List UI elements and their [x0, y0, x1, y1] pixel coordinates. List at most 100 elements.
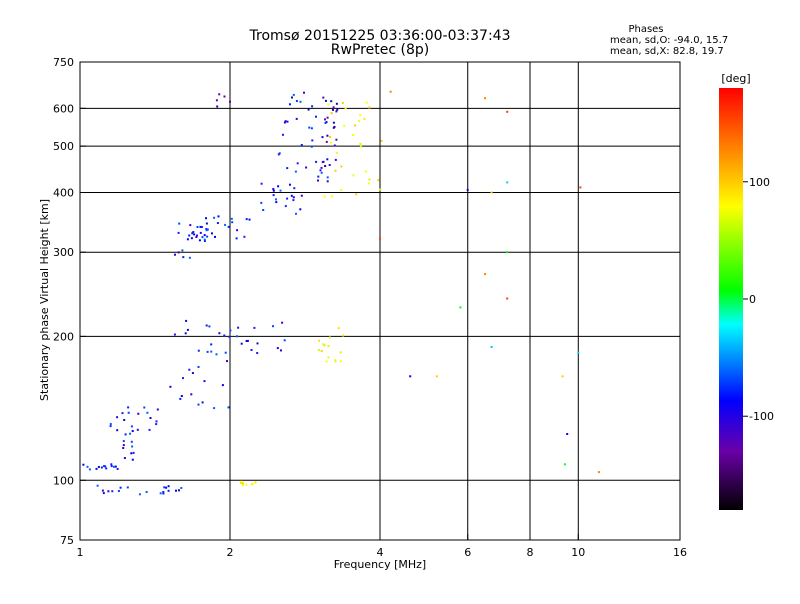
data-point — [111, 490, 114, 493]
data-point — [277, 185, 280, 188]
data-point — [190, 237, 193, 240]
data-point — [206, 228, 209, 231]
data-point — [322, 96, 325, 99]
data-point — [241, 482, 244, 485]
data-point — [167, 489, 170, 492]
data-point — [208, 325, 211, 328]
y-tick-label: 750 — [53, 56, 74, 69]
data-point — [163, 486, 166, 489]
data-point — [182, 256, 185, 259]
data-point — [201, 236, 204, 239]
data-point — [119, 486, 122, 489]
data-point — [260, 201, 263, 204]
data-point — [330, 100, 333, 103]
data-point — [272, 194, 275, 197]
data-point — [561, 375, 564, 378]
data-point — [327, 356, 330, 359]
data-point — [132, 451, 135, 454]
data-point — [280, 349, 282, 352]
data-point — [337, 327, 340, 330]
data-point — [303, 91, 305, 94]
data-point — [95, 467, 98, 470]
data-point — [218, 93, 221, 96]
data-point — [328, 336, 331, 339]
data-point — [318, 339, 320, 342]
data-point — [130, 425, 133, 428]
data-point — [286, 120, 289, 123]
data-point — [224, 223, 227, 226]
data-point — [116, 429, 119, 432]
data-point — [490, 346, 493, 348]
data-point — [281, 321, 284, 324]
data-point — [104, 465, 107, 468]
data-point — [340, 189, 343, 191]
data-point — [344, 107, 347, 110]
data-point — [123, 419, 126, 421]
data-point — [490, 191, 493, 194]
colorbar-ticks: 100 0 -100 — [743, 176, 774, 423]
data-point — [123, 457, 126, 459]
data-point — [339, 351, 342, 354]
data-point — [290, 194, 293, 197]
y-tick-label: 400 — [53, 186, 74, 199]
data-point — [192, 231, 195, 233]
data-point — [305, 166, 308, 169]
y-tick-label: 100 — [53, 474, 74, 487]
data-point — [245, 218, 248, 221]
data-point — [359, 145, 362, 148]
data-point — [506, 251, 509, 254]
data-point — [178, 222, 181, 225]
stats-line-x: mean, sd,X: 82.8, 19.7 — [610, 46, 724, 57]
data-point — [245, 340, 248, 342]
data-point — [317, 175, 320, 178]
data-point — [114, 465, 117, 468]
data-point — [188, 368, 191, 371]
data-point — [86, 465, 89, 468]
data-point — [145, 491, 148, 493]
data-point — [179, 397, 182, 400]
data-point — [110, 465, 113, 468]
data-point — [131, 445, 134, 448]
data-point — [352, 134, 355, 136]
data-point — [131, 430, 134, 432]
data-point — [205, 228, 208, 230]
data-point — [359, 114, 362, 117]
data-point — [254, 481, 257, 484]
data-point — [239, 481, 242, 484]
x-tick-label: 8 — [527, 546, 534, 559]
data-point — [236, 229, 239, 232]
data-point — [96, 484, 99, 487]
data-point — [241, 484, 244, 487]
data-point — [236, 335, 239, 338]
data-point — [228, 335, 231, 338]
data-point — [200, 226, 203, 228]
data-point — [286, 167, 289, 170]
x-tick-label: 2 — [227, 546, 234, 559]
data-point — [229, 100, 231, 103]
data-point — [292, 93, 295, 96]
data-point — [199, 231, 202, 234]
data-point — [185, 319, 188, 322]
data-point — [155, 423, 158, 426]
data-point — [506, 181, 509, 184]
data-point — [181, 249, 184, 252]
data-point — [300, 144, 303, 146]
data-point — [102, 492, 105, 495]
data-point — [319, 169, 322, 172]
data-point — [82, 463, 85, 466]
data-point — [227, 406, 230, 409]
y-axis-label: Stationary phase Virtual Height [km] — [38, 199, 51, 401]
data-point — [332, 108, 334, 111]
data-point — [310, 145, 313, 148]
data-point — [214, 235, 216, 238]
data-point — [321, 136, 324, 139]
data-point — [286, 197, 289, 200]
data-point — [317, 179, 319, 182]
data-point — [117, 490, 120, 492]
data-point — [299, 208, 302, 211]
data-point — [380, 139, 383, 142]
data-point — [177, 251, 180, 254]
data-point — [566, 433, 569, 435]
data-point — [130, 440, 133, 443]
